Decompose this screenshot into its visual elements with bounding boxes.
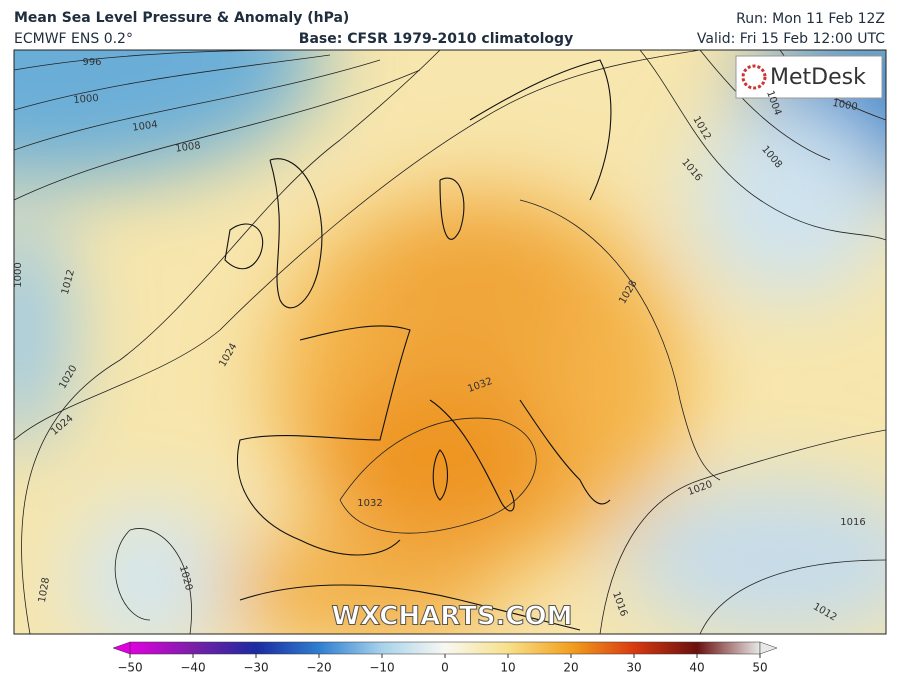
- colorbar-tick-label: −50: [117, 661, 142, 675]
- logo-icon: [741, 64, 767, 90]
- colorbar-tick-label: −40: [180, 661, 205, 675]
- isobar-label: 1016: [840, 517, 865, 528]
- model-name: ECMWF ENS 0.2°: [14, 31, 133, 47]
- colorbar-min-arrow: [112, 641, 131, 655]
- colorbar-tick-label: 30: [626, 661, 641, 675]
- isobar-label: 1008: [175, 140, 202, 154]
- map-field: [14, 50, 886, 634]
- logo-text: MetDesk: [770, 65, 866, 90]
- logo-box: [735, 55, 883, 99]
- colorbar-ticks: −50 −40 −30 −20 −10 0 10 20 30 40 50: [117, 654, 768, 675]
- isobar-label: 1000: [831, 98, 858, 113]
- colorbar-tick-label: −20: [306, 661, 331, 675]
- isobar-label: 1028: [37, 577, 52, 604]
- colorbar-tick-label: 40: [689, 661, 704, 675]
- map-frame: [13, 49, 887, 635]
- isobar-label: 1032: [357, 498, 382, 509]
- isobar-label: 1004: [132, 119, 159, 133]
- valid-time: Valid: Fri 15 Feb 12:00 UTC: [697, 31, 885, 47]
- isobar-label: 1000: [73, 93, 99, 106]
- colorbar-max-arrow: [759, 641, 778, 655]
- map-title: Mean Sea Level Pressure & Anomaly (hPa): [14, 10, 349, 26]
- colorbar-tick-label: 0: [441, 661, 449, 675]
- watermark: WXCHARTS.COM: [331, 602, 572, 632]
- isobar-label: 1000: [13, 262, 24, 287]
- run-time: Run: Mon 11 Feb 12Z: [736, 11, 885, 27]
- isobar-label: 996: [82, 57, 101, 68]
- colorbar-tick-label: 20: [563, 661, 578, 675]
- colorbar-tick-label: 10: [500, 661, 515, 675]
- base-climatology: Base: CFSR 1979-2010 climatology: [299, 31, 573, 47]
- colorbar: [129, 641, 761, 655]
- colorbar-tick-label: 50: [752, 661, 767, 675]
- colorbar-tick-label: −30: [243, 661, 268, 675]
- colorbar-tick-label: −10: [369, 661, 394, 675]
